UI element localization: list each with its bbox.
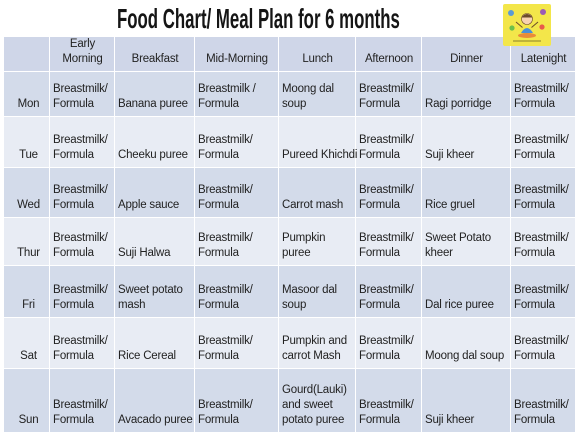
table-row-sat: Sat Breastmilk/ Formula Rice Cereal Brea… [3, 317, 576, 369]
logo-dot-purple [540, 9, 546, 15]
cell-sun-breakfast: Avacado puree [114, 368, 195, 433]
day-label-sun: Sun [3, 368, 50, 433]
cell-tue-dinner: Suji kheer [421, 116, 511, 168]
cell-wed-lunch: Carrot mash [278, 167, 356, 218]
table-row-sun: Sun Breastmilk/ Formula Avacado puree Br… [3, 368, 576, 433]
cell-sat-dinner: Moong dal soup [421, 317, 511, 369]
table-row-thur: Thur Breastmilk/ Formula Suji Halwa Brea… [3, 217, 576, 266]
cell-sun-latenight: Breastmilk/ Formula [510, 368, 576, 433]
cell-thur-mid-morning: Breastmilk/ Formula [194, 217, 279, 266]
logo-figure [515, 13, 539, 33]
cell-mon-early-morning: Breastmilk/ Formula [49, 71, 115, 117]
day-label-fri: Fri [3, 265, 50, 318]
cell-tue-mid-morning: Breastmilk/ Formula [194, 116, 279, 168]
cell-tue-early-morning: Breastmilk/ Formula [49, 116, 115, 168]
column-header-afternoon: Afternoon [355, 36, 422, 72]
cell-mon-latenight: Breastmilk/ Formula [510, 71, 576, 117]
column-header-dinner: Dinner [421, 36, 511, 72]
cell-fri-mid-morning: Breastmilk/ Formula [194, 265, 279, 318]
cell-sun-early-morning: Breastmilk/ Formula [49, 368, 115, 433]
logo-background [503, 4, 551, 46]
page-title: Food Chart/ Meal Plan for 6 months [117, 3, 400, 34]
cell-wed-mid-morning: Breastmilk/ Formula [194, 167, 279, 218]
cell-sun-lunch: Gourd(Lauki) and sweet potato puree [278, 368, 356, 433]
cell-sat-early-morning: Breastmilk/ Formula [49, 317, 115, 369]
day-label-sat: Sat [3, 317, 50, 369]
day-label-tue: Tue [3, 116, 50, 168]
cell-fri-early-morning: Breastmilk/ Formula [49, 265, 115, 318]
cell-tue-latenight: Breastmilk/ Formula [510, 116, 576, 168]
header-corner [3, 36, 50, 72]
meal-plan-table: Early Morning Breakfast Mid-Morning Lunc… [3, 36, 576, 433]
cell-mon-breakfast: Banana puree [114, 71, 195, 117]
table-header-row: Early Morning Breakfast Mid-Morning Lunc… [3, 36, 576, 72]
cell-sat-mid-morning: Breastmilk/ Formula [194, 317, 279, 369]
cell-thur-latenight: Breastmilk/ Formula [510, 217, 576, 266]
cell-mon-dinner: Ragi porridge [421, 71, 511, 117]
column-header-lunch: Lunch [278, 36, 356, 72]
cell-wed-breakfast: Apple sauce [114, 167, 195, 218]
cell-wed-early-morning: Breastmilk/ Formula [49, 167, 115, 218]
column-header-breakfast: Breakfast [114, 36, 195, 72]
logo [503, 4, 551, 46]
cell-sun-afternoon: Breastmilk/ Formula [355, 368, 422, 433]
cell-mon-afternoon: Breastmilk/ Formula [355, 71, 422, 117]
cell-sat-latenight: Breastmilk/ Formula [510, 317, 576, 369]
day-label-mon: Mon [3, 71, 50, 117]
cell-fri-dinner: Dal rice puree [421, 265, 511, 318]
cell-wed-dinner: Rice gruel [421, 167, 511, 218]
cell-sun-mid-morning: Breastmilk/ Formula [194, 368, 279, 433]
cell-sat-afternoon: Breastmilk/ Formula [355, 317, 422, 369]
column-header-early-morning: Early Morning [49, 36, 115, 72]
cell-wed-afternoon: Breastmilk/ Formula [355, 167, 422, 218]
logo-dot-red [539, 24, 545, 30]
column-header-mid-morning: Mid-Morning [194, 36, 279, 72]
logo-bowl [518, 33, 536, 38]
cell-wed-latenight: Breastmilk/ Formula [510, 167, 576, 218]
cell-tue-afternoon: Breastmilk/ Formula [355, 116, 422, 168]
cell-sat-lunch: Pumpkin and carrot Mash [278, 317, 356, 369]
logo-dot-green [509, 25, 515, 31]
cell-fri-breakfast: Sweet potato mash [114, 265, 195, 318]
table-row-tue: Tue Breastmilk/ Formula Cheeku puree Bre… [3, 116, 576, 168]
day-label-wed: Wed [3, 167, 50, 218]
cell-thur-early-morning: Breastmilk/ Formula [49, 217, 115, 266]
table-row-wed: Wed Breastmilk/ Formula Apple sauce Brea… [3, 167, 576, 218]
cell-thur-lunch: Pumpkin puree [278, 217, 356, 266]
cell-sun-dinner: Suji kheer [421, 368, 511, 433]
cell-thur-breakfast: Suji Halwa [114, 217, 195, 266]
logo-dot-blue [508, 10, 514, 16]
day-label-thur: Thur [3, 217, 50, 266]
table-row-mon: Mon Breastmilk/ Formula Banana puree Bre… [3, 71, 576, 117]
cell-fri-afternoon: Breastmilk/ Formula [355, 265, 422, 318]
cell-thur-dinner: Sweet Potato kheer [421, 217, 511, 266]
cell-mon-mid-morning: Breastmilk / Formula [194, 71, 279, 117]
cell-thur-afternoon: Breastmilk/ Formula [355, 217, 422, 266]
table-row-fri: Fri Breastmilk/ Formula Sweet potato mas… [3, 265, 576, 318]
cell-fri-lunch: Masoor dal soup [278, 265, 356, 318]
cell-sat-breakfast: Rice Cereal [114, 317, 195, 369]
cell-tue-lunch: Pureed Khichdi [278, 116, 357, 168]
cell-mon-lunch: Moong dal soup [278, 71, 356, 117]
cell-tue-breakfast: Cheeku puree [114, 116, 195, 168]
logo-caption-bar [513, 40, 541, 42]
cell-fri-latenight: Breastmilk/ Formula [510, 265, 576, 318]
